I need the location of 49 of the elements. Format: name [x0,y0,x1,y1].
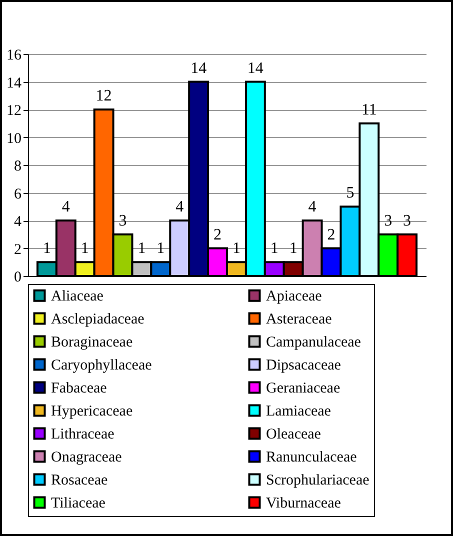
data-label: 3 [118,212,127,230]
data-label: 3 [403,212,412,230]
data-label: 4 [176,198,184,216]
data-label: 11 [361,101,377,118]
legend-label: Aliaceae [51,288,104,305]
legend-label: Dipsacaceae [266,358,342,374]
data-label: 5 [346,184,354,202]
legend-label: Campanulaceae [266,334,362,350]
legend-label: Viburnaceae [266,496,342,512]
data-label: 1 [156,240,165,258]
y-tick-label: 6 [14,186,22,202]
y-tick-label: 8 [14,158,22,174]
data-label: 1 [138,240,146,258]
legend-label: Caryophyllaceae [51,358,152,374]
legend-label: Geraniaceae [266,380,340,396]
data-label: 2 [327,226,336,244]
y-tick-label: 12 [6,103,22,119]
legend-label: Apiaceae [266,288,322,305]
legend-label: Lamiaceae [266,404,332,420]
y-tick-label: 10 [6,130,22,147]
legend-label: Lithraceae [51,426,115,442]
legend-label: Onagraceae [51,450,122,466]
legend-label: Boraginaceae [51,334,133,350]
y-tick-label: 14 [6,75,22,92]
legend-label: Scrophulariaceae [266,472,370,488]
data-label: 2 [214,226,222,244]
data-label: 4 [62,198,70,216]
legend-label: Oleaceae [266,426,322,442]
data-label: 1 [42,240,51,258]
y-tick-label: 4 [14,214,22,230]
legend-label: Ranunculaceae [266,450,358,466]
data-label: 1 [270,240,278,258]
data-label: 1 [232,240,240,258]
legend-label: Asclepiadaceae [51,312,145,328]
y-tick-label: 16 [6,48,22,64]
data-label: 12 [96,88,112,104]
legend-label: Rosaceae [51,472,108,488]
data-label: 14 [190,60,207,77]
data-label: 3 [384,212,392,230]
y-tick-label: 0 [14,270,22,286]
legend-label: Fabaceae [51,380,108,396]
legend-label: Asteraceae [266,312,332,328]
data-label: 14 [247,60,264,77]
data-label: 1 [80,240,89,258]
data-label: 1 [289,240,298,258]
data-label: 4 [308,198,316,216]
legend-label: Hypericaceae [51,404,133,420]
legend-label: Tiliaceae [51,496,106,512]
y-tick-label: 2 [14,242,22,258]
